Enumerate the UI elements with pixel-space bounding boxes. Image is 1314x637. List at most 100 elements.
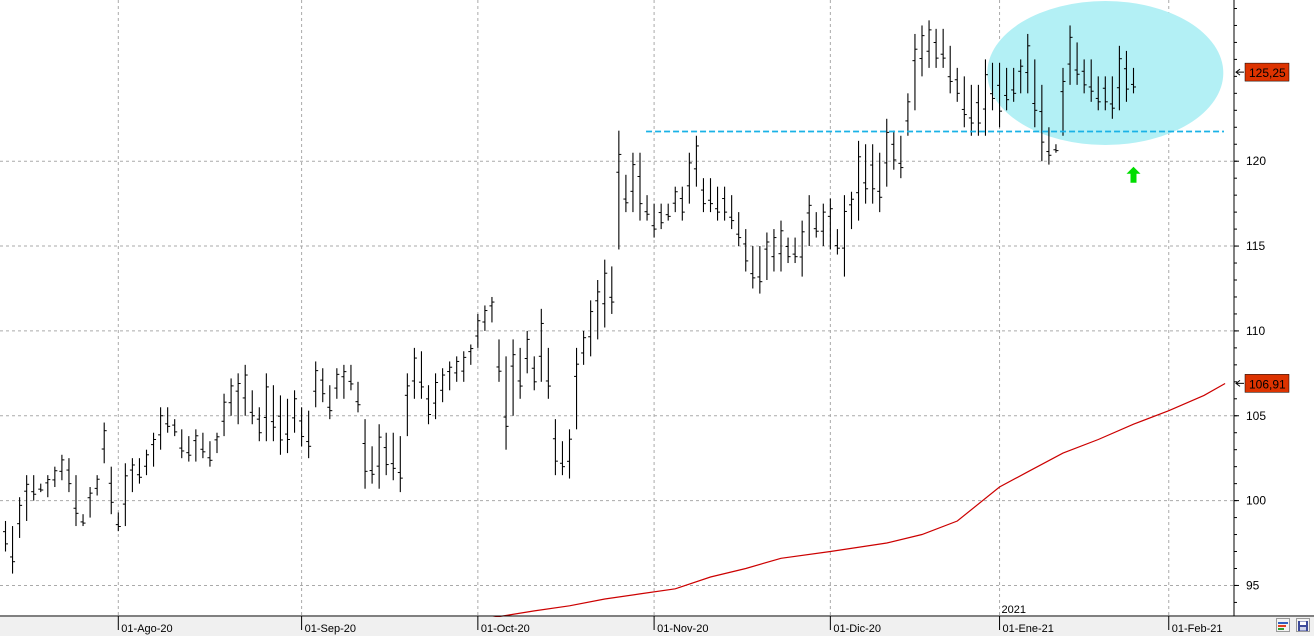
price-bar (94, 475, 100, 496)
price-bar (80, 514, 86, 527)
price-bar (1004, 67, 1010, 111)
price-bar (926, 20, 932, 68)
price-bar (320, 368, 326, 403)
price-bar (863, 144, 869, 204)
price-bar (411, 347, 417, 399)
price-bar (750, 246, 756, 289)
price-bar (327, 385, 333, 420)
price-bar (827, 198, 833, 250)
price-bar (362, 419, 368, 489)
price-bar (785, 237, 791, 264)
price-bar (10, 526, 16, 574)
price-bar (799, 220, 805, 277)
price-bar (686, 152, 692, 204)
price-bar (891, 130, 897, 170)
price-bar (630, 152, 636, 213)
price-bar (877, 152, 883, 213)
price-bar (665, 203, 671, 221)
price-bar (729, 195, 735, 230)
price-bar (496, 339, 502, 382)
price-bar (1011, 67, 1017, 102)
up-arrow-icon (1126, 166, 1141, 183)
y-tick-label: 95 (1246, 578, 1260, 592)
price-bar (1074, 42, 1080, 85)
price-bar (172, 419, 178, 437)
price-bar (510, 339, 516, 416)
price-bar (144, 449, 149, 476)
price-bar (637, 152, 643, 221)
price-bar (1081, 59, 1087, 94)
price-bar (616, 130, 622, 250)
price-bar (249, 390, 255, 425)
price-bar (87, 487, 93, 518)
price-bar (841, 195, 847, 277)
price-bar (538, 308, 544, 382)
price-bar (700, 178, 706, 213)
price-bar (581, 330, 587, 365)
price-bar (940, 28, 946, 68)
x-axis-band (0, 617, 1314, 636)
save-icon[interactable] (1296, 618, 1310, 632)
price-label: 125,25 (1235, 62, 1290, 82)
price-bar (136, 458, 142, 484)
year-label: 2021 (1002, 604, 1026, 616)
price-bar (397, 436, 403, 493)
palette-icon[interactable] (1276, 618, 1290, 632)
price-bar (129, 458, 135, 493)
price-bar (849, 191, 854, 230)
x-tick-label: 01-Sep-20 (305, 623, 356, 635)
price-bar (1067, 25, 1073, 85)
x-tick-label: 01-Ene-21 (1003, 623, 1054, 635)
price-bar (263, 373, 269, 442)
price-bar (834, 229, 840, 255)
price-bar (743, 229, 749, 272)
price-bar (997, 62, 1003, 128)
price-bar (31, 475, 37, 501)
price-bar (693, 135, 699, 187)
price-bar (369, 446, 375, 484)
price-bar (1109, 76, 1115, 119)
price-bar (404, 373, 410, 437)
price-bar (235, 373, 241, 425)
price-bar (426, 385, 431, 425)
price-bar (221, 393, 227, 437)
moving-average-layer (491, 382, 1226, 619)
price-bar (884, 118, 890, 187)
price-bar (679, 186, 685, 221)
price-bar (905, 93, 911, 136)
price-bar (256, 407, 262, 442)
x-tick-label: 01-Nov-20 (657, 623, 708, 635)
price-bar (531, 356, 537, 391)
price-bar (764, 232, 770, 280)
price-bar (299, 407, 305, 447)
price-bar (1053, 144, 1059, 153)
price-bar (277, 395, 283, 455)
price-bar (736, 212, 742, 247)
price-bar (447, 361, 453, 391)
price-bar (348, 364, 354, 391)
price-bar (158, 407, 164, 450)
price-bar (947, 45, 953, 94)
price-bar (313, 361, 319, 408)
price-bar (214, 432, 220, 454)
price-bar (66, 458, 72, 493)
price-bar (418, 351, 424, 399)
price-bar (390, 432, 396, 481)
annotations-layer (646, 130, 1224, 183)
price-bar (1018, 59, 1024, 94)
price-bar (383, 432, 389, 476)
price-bar (898, 135, 904, 179)
x-tick-label: 01-Feb-21 (1172, 623, 1223, 635)
price-bar (672, 186, 678, 213)
price-bar (813, 212, 819, 238)
price-bar (489, 296, 495, 323)
price-bar (644, 195, 650, 221)
price-bar (461, 351, 467, 382)
moving-average-line (491, 382, 1226, 619)
price-bar (588, 300, 594, 357)
price-bar (623, 174, 629, 213)
price-bar (1123, 50, 1129, 102)
price-bar (912, 33, 918, 111)
consolidation-ellipse (987, 0, 1224, 145)
